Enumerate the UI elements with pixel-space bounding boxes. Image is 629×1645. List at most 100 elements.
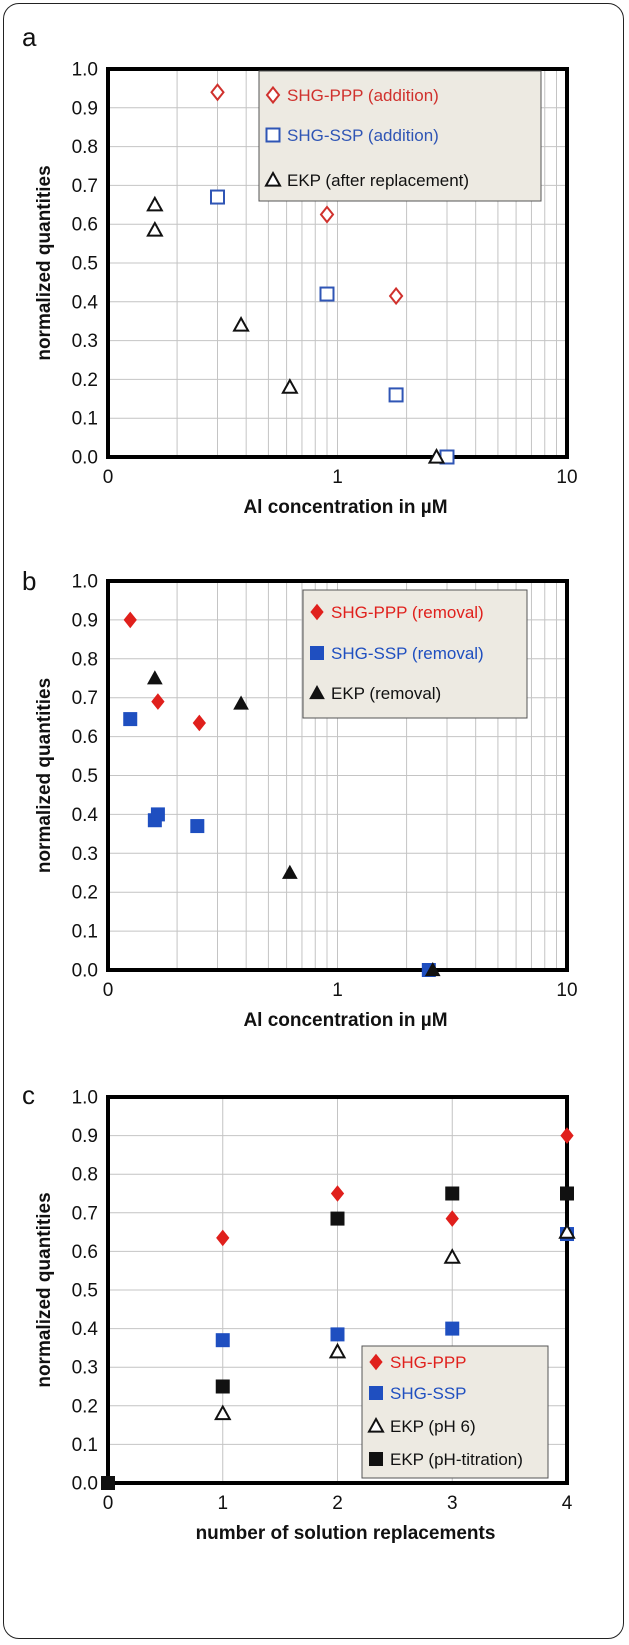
- panel-label: c: [22, 1080, 35, 1110]
- panel-a: a 0.0 0.1 0.2 0.3 0.4 0.5 0.6 0.7 0.8 0.9 1.0 0 1 10 Al…: [22, 22, 578, 518]
- y-tick-label: 0.9: [72, 98, 98, 119]
- data-point: [328, 1342, 347, 1359]
- data-point: [558, 1223, 576, 1239]
- y-tick-label: 0.8: [72, 137, 98, 158]
- data-point: [101, 1476, 115, 1490]
- legend-label: EKP (removal): [331, 684, 441, 703]
- x-tick-label: 10: [556, 467, 577, 488]
- legend-label: EKP (pH-titration): [390, 1450, 523, 1469]
- y-tick-label: 0.9: [72, 1126, 98, 1147]
- legend-label: SHG-PPP: [390, 1353, 467, 1372]
- series-0: [210, 83, 404, 306]
- data-point: [215, 1333, 230, 1348]
- y-tick-label: 0.5: [72, 254, 98, 275]
- legend-marker: [367, 1416, 385, 1433]
- y-tick-label: 0.7: [72, 176, 98, 197]
- data-point: [560, 1127, 574, 1144]
- y-tick-label: 0.3: [72, 1358, 98, 1379]
- legend-marker: [265, 85, 281, 105]
- y-tick-label: 1.0: [72, 60, 98, 81]
- x-axis-title: number of solution replacements: [196, 1523, 496, 1544]
- y-tick-label: 0.4: [72, 292, 99, 313]
- legend-marker: [265, 127, 281, 143]
- legend: SHG-PPP (removal) SHG-SSP (removal) EKP (r…: [302, 589, 528, 719]
- series-1: [123, 712, 436, 977]
- legend-marker: [310, 603, 324, 621]
- data-point: [282, 864, 298, 879]
- data-point: [150, 807, 165, 822]
- data-point: [146, 195, 164, 212]
- data-point: [192, 714, 206, 732]
- plot-area-border: [106, 67, 569, 459]
- data-point: [214, 1404, 232, 1421]
- data-point: [427, 447, 446, 464]
- data-point: [146, 220, 164, 237]
- y-tick-label: 0.1: [72, 1435, 98, 1456]
- x-tick-label: 0: [103, 1493, 114, 1514]
- legend: SHG-PPP (addition) SHG-SSP (addition) EKP …: [258, 70, 542, 202]
- data-point: [216, 1229, 230, 1247]
- legend-marker: [309, 684, 325, 700]
- y-tick-label: 0.2: [72, 1396, 98, 1417]
- legend-label: SHG-PPP (addition): [287, 86, 439, 105]
- y-tick-label: 0.6: [72, 1242, 98, 1263]
- y-tick-label: 1.0: [72, 1088, 98, 1109]
- x-tick-label: 1: [332, 467, 343, 488]
- y-tick-label: 0.8: [72, 1165, 98, 1186]
- data-point: [319, 205, 335, 224]
- series-3: [101, 1186, 574, 1490]
- data-point: [123, 611, 137, 629]
- y-tick-label: 0.3: [72, 331, 98, 352]
- data-point: [232, 316, 250, 332]
- data-point: [146, 670, 163, 685]
- panel-label: b: [22, 566, 36, 596]
- data-point: [443, 1248, 461, 1264]
- series-2: [146, 670, 441, 977]
- y-tick-label: 0.9: [72, 610, 98, 631]
- data-point: [190, 819, 205, 834]
- legend-label: EKP (after replacement): [287, 171, 469, 190]
- legend-marker: [369, 1452, 383, 1466]
- data-point: [151, 693, 165, 710]
- y-axis-title: normalized quantities: [34, 165, 55, 360]
- data-point: [445, 1186, 460, 1201]
- data-point: [330, 1327, 345, 1342]
- data-point: [319, 286, 335, 302]
- x-tick-label: 2: [332, 1493, 343, 1514]
- y-tick-label: 0.7: [72, 1203, 98, 1224]
- legend: SHG-PPP SHG-SSP EKP (pH 6) EKP (pH-titratio…: [361, 1345, 549, 1479]
- y-tick-label: 0.3: [72, 844, 98, 865]
- data-point: [209, 189, 225, 205]
- y-tick-label: 0.4: [72, 1319, 99, 1340]
- x-axis-title: Al concentration in µM: [243, 1010, 447, 1031]
- y-tick-label: 0.6: [72, 215, 98, 236]
- legend-marker: [369, 1386, 383, 1400]
- plot-area-border: [106, 1095, 569, 1485]
- panel-label: a: [22, 22, 37, 52]
- legend-label: SHG-SSP (addition): [287, 126, 439, 145]
- panel-b: b 0.0 0.1 0.2 0.3 0.4 0.5 0.6 0.7 0.8 0.9 1.0 0 1 10 Al…: [22, 566, 578, 1031]
- data-point: [560, 1186, 574, 1201]
- legend-box: [258, 70, 542, 202]
- data-point: [388, 387, 404, 403]
- series-0: [216, 1127, 574, 1247]
- series-1: [209, 189, 455, 465]
- data-point: [330, 1211, 345, 1226]
- y-tick-label: 0.6: [72, 727, 98, 748]
- x-tick-label: 1: [217, 1493, 228, 1514]
- x-tick-label: 1: [332, 980, 343, 1001]
- series-0: [123, 611, 206, 732]
- y-tick-label: 0.7: [72, 688, 98, 709]
- y-tick-label: 0.0: [72, 448, 98, 469]
- legend-label: SHG-SSP: [390, 1384, 467, 1403]
- y-tick-label: 0.5: [72, 1281, 98, 1302]
- legend-label: SHG-PPP (removal): [331, 603, 484, 622]
- legend-marker: [310, 646, 324, 660]
- y-axis-title: normalized quantities: [34, 1192, 55, 1387]
- y-tick-label: 0.0: [72, 961, 98, 982]
- legend-marker: [369, 1353, 383, 1371]
- y-tick-label: 1.0: [72, 572, 98, 593]
- data-point: [233, 695, 249, 710]
- legend-box: [302, 589, 528, 719]
